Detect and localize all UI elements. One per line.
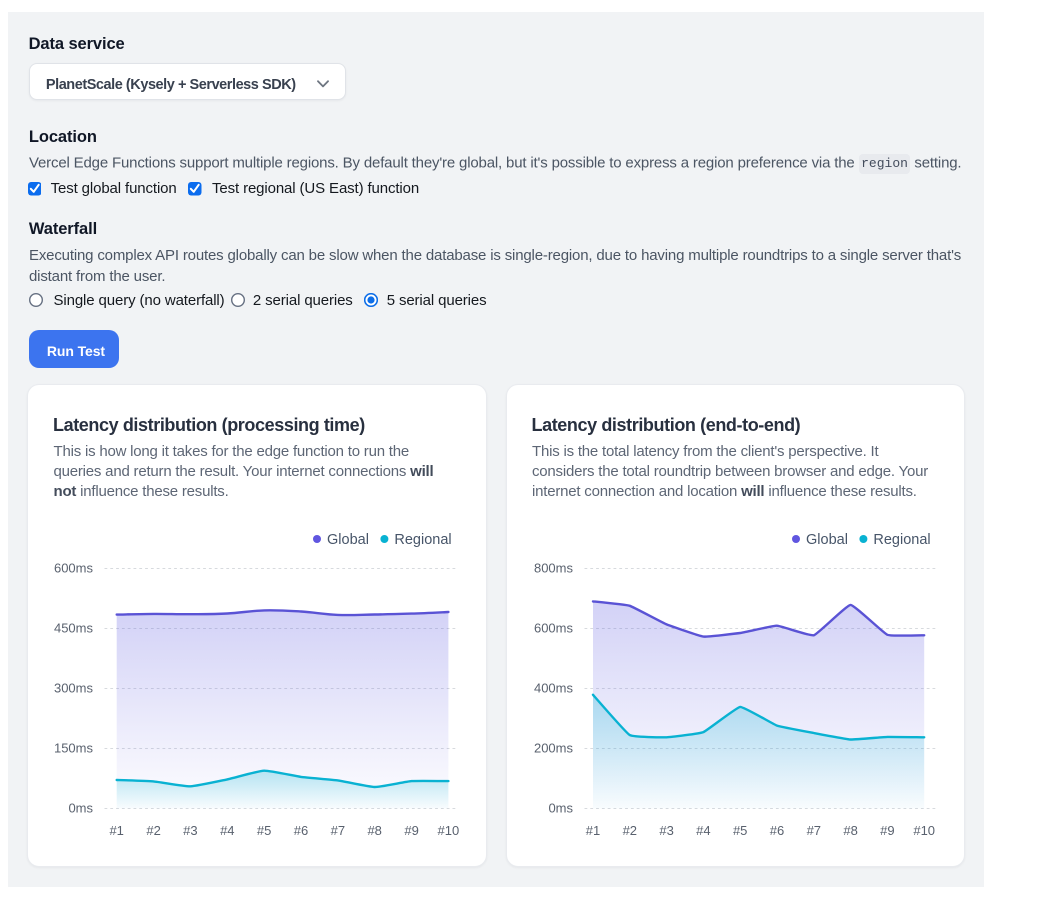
svg-text:150ms: 150ms: [54, 741, 94, 756]
svg-text:#2: #2: [146, 823, 160, 838]
svg-text:600ms: 600ms: [533, 621, 573, 636]
svg-text:#2: #2: [622, 823, 636, 838]
svg-text:Regional: Regional: [873, 532, 930, 548]
svg-text:200ms: 200ms: [533, 741, 573, 756]
svg-text:#3: #3: [659, 823, 673, 838]
svg-text:#5: #5: [257, 823, 271, 838]
svg-text:#3: #3: [183, 823, 197, 838]
svg-text:400ms: 400ms: [533, 681, 573, 696]
svg-text:#6: #6: [294, 823, 308, 838]
svg-text:#8: #8: [367, 823, 381, 838]
svg-text:0ms: 0ms: [68, 801, 93, 816]
svg-text:Global: Global: [327, 532, 369, 548]
svg-text:600ms: 600ms: [54, 561, 94, 576]
svg-text:#9: #9: [880, 823, 894, 838]
svg-text:#4: #4: [696, 823, 710, 838]
svg-text:#4: #4: [220, 823, 234, 838]
svg-text:0ms: 0ms: [548, 801, 573, 816]
svg-text:#6: #6: [769, 823, 783, 838]
svg-text:#10: #10: [913, 823, 935, 838]
svg-text:#1: #1: [585, 823, 599, 838]
svg-text:#5: #5: [732, 823, 746, 838]
svg-text:#7: #7: [806, 823, 820, 838]
svg-text:#10: #10: [438, 823, 460, 838]
svg-text:#7: #7: [331, 823, 345, 838]
svg-text:800ms: 800ms: [533, 561, 573, 576]
svg-text:#8: #8: [843, 823, 857, 838]
svg-text:#9: #9: [404, 823, 418, 838]
svg-text:Global: Global: [806, 532, 848, 548]
svg-text:#1: #1: [109, 823, 123, 838]
svg-text:450ms: 450ms: [54, 621, 94, 636]
svg-text:300ms: 300ms: [54, 681, 94, 696]
svg-text:Regional: Regional: [394, 532, 451, 548]
